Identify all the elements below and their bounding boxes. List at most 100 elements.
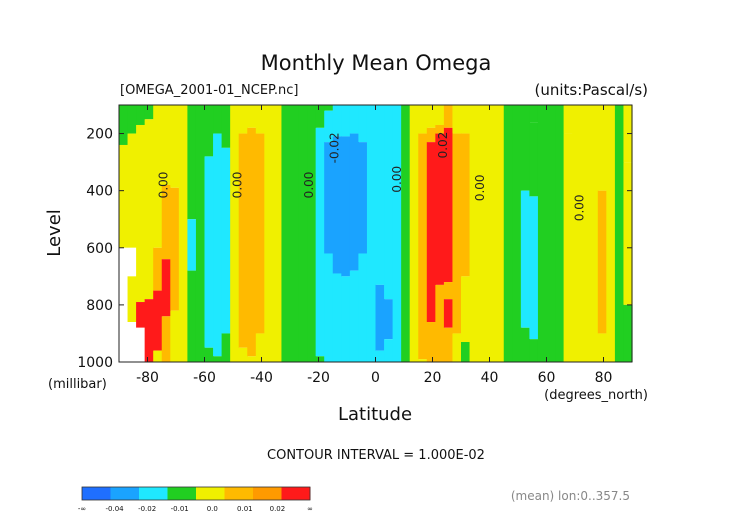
heatmap-cell: [221, 147, 231, 334]
heatmap-cell: [597, 105, 607, 191]
x-tick-label: 20: [424, 370, 442, 386]
heatmap-cell: [204, 347, 214, 362]
heatmap-cell: [324, 253, 334, 362]
heatmap-cell: [341, 105, 351, 137]
heatmap-cell: [537, 105, 548, 362]
heatmap-cell: [520, 327, 530, 362]
heatmap-cell: [170, 310, 180, 362]
x-tick-label: -20: [307, 370, 330, 386]
heatmap-cell: [461, 133, 471, 277]
heatmap-cell: [461, 276, 471, 343]
heatmap-cell: [153, 105, 163, 248]
heatmap-cell: [264, 105, 274, 362]
heatmap-cell: [452, 105, 462, 134]
y-tick-label: 400: [86, 184, 113, 200]
heatmap-cell: [572, 105, 582, 362]
chart-title: Monthly Mean Omega: [261, 51, 492, 75]
heatmap-cell: [426, 105, 436, 128]
heatmap-cell: [341, 136, 351, 277]
x-axis-label: Latitude: [338, 404, 412, 425]
heatmap-cell: [512, 105, 522, 362]
heatmap-cell: [435, 284, 445, 362]
heatmap-cell: [127, 322, 137, 362]
heatmap-cell: [187, 105, 197, 220]
colorbar-swatch: [167, 487, 197, 500]
heatmap-cell: [555, 105, 565, 362]
heatmap-cell: [213, 133, 223, 357]
heatmap-cell: [161, 316, 171, 362]
heatmap-cell: [443, 327, 454, 362]
heatmap-cell: [349, 105, 359, 134]
colorbar-tick-label: -∞: [78, 505, 86, 513]
heatmap-cell: [136, 105, 146, 125]
heatmap-cell: [213, 356, 223, 362]
x-tick-label: -40: [250, 370, 273, 386]
heatmap-cell: [529, 105, 539, 123]
heatmap-cell: [272, 105, 283, 362]
heatmap-cell: [238, 347, 248, 362]
heatmap-cell: [392, 105, 402, 362]
heatmap-cell: [315, 127, 325, 357]
heatmap-cell: [204, 105, 214, 157]
heatmap-cell: [529, 122, 539, 197]
y-tick-label: 600: [86, 241, 113, 257]
heatmap-cell: [119, 144, 129, 248]
heatmap-cell: [187, 270, 197, 362]
heatmap-cell: [144, 105, 154, 120]
contour-label: 0.00: [473, 174, 487, 201]
x-tick-label: -80: [136, 370, 159, 386]
heatmap-cell: [384, 105, 394, 300]
heatmap-cell: [127, 276, 137, 323]
heatmap-cell: [161, 259, 171, 317]
file-label: [OMEGA_2001-01_NCEP.nc]: [120, 83, 298, 98]
heatmap-cell: [452, 333, 462, 362]
contour-interval: CONTOUR INTERVAL = 1.000E-02: [267, 448, 485, 463]
heatmap-cell: [144, 299, 154, 362]
heatmap-cell: [443, 282, 454, 300]
heatmap-cell: [238, 133, 248, 348]
units-label: (units:Pascal/s): [535, 81, 649, 99]
heatmap-cell: [563, 133, 573, 362]
colorbar-tick-label: -0.04: [106, 505, 125, 513]
heatmap-cell: [255, 105, 265, 134]
heatmap-cell: [486, 105, 496, 362]
heatmap-cell: [161, 105, 171, 185]
heatmap-cell: [127, 133, 137, 248]
colorbar-tick-label: 0.02: [270, 505, 286, 513]
heatmap-cell: [178, 105, 188, 362]
heatmap-cell: [255, 333, 265, 362]
y-axis: 200 400 600 800 1000: [77, 127, 632, 371]
y-axis-unit: (millibar): [48, 377, 107, 392]
heatmap-cell: [589, 105, 599, 362]
colorbar-swatch: [139, 487, 168, 500]
heatmap-cell: [529, 339, 539, 362]
heatmap-cell: [358, 253, 368, 362]
heatmap-cell: [136, 124, 146, 303]
y-axis-label: Level: [44, 209, 65, 257]
heatmap-cell: [247, 105, 257, 128]
y-tick-label: 200: [86, 127, 113, 143]
x-axis: -80 -60 -40 -20 0 20 40 60 80: [136, 105, 612, 386]
heatmap-cell: [435, 105, 445, 125]
heatmap-cell: [341, 276, 351, 362]
heatmap-cell: [546, 105, 556, 362]
heatmap-cell: [136, 302, 146, 328]
heatmap-cell: [221, 333, 231, 362]
colorbar-swatch: [281, 487, 311, 500]
heatmap-cell: [375, 350, 385, 362]
heatmap-cell: [597, 333, 607, 362]
heatmap-cell: [195, 105, 206, 362]
contour-label: 0.00: [231, 172, 245, 199]
colorbar-tick-label: -0.01: [171, 505, 189, 513]
heatmap-cell: [290, 105, 300, 362]
heatmap-cell: [623, 162, 633, 305]
heatmap-cell: [187, 219, 197, 271]
heatmap-cell: [170, 187, 180, 311]
x-tick-label: 80: [595, 370, 613, 386]
heatmap-cell: [307, 105, 317, 362]
colorbar-tick-label: 0.01: [237, 505, 253, 513]
heatmap-cell: [332, 136, 342, 274]
heatmap-cell: [204, 156, 214, 348]
colorbar-swatch: [110, 487, 140, 500]
heatmap-cell: [230, 105, 240, 362]
